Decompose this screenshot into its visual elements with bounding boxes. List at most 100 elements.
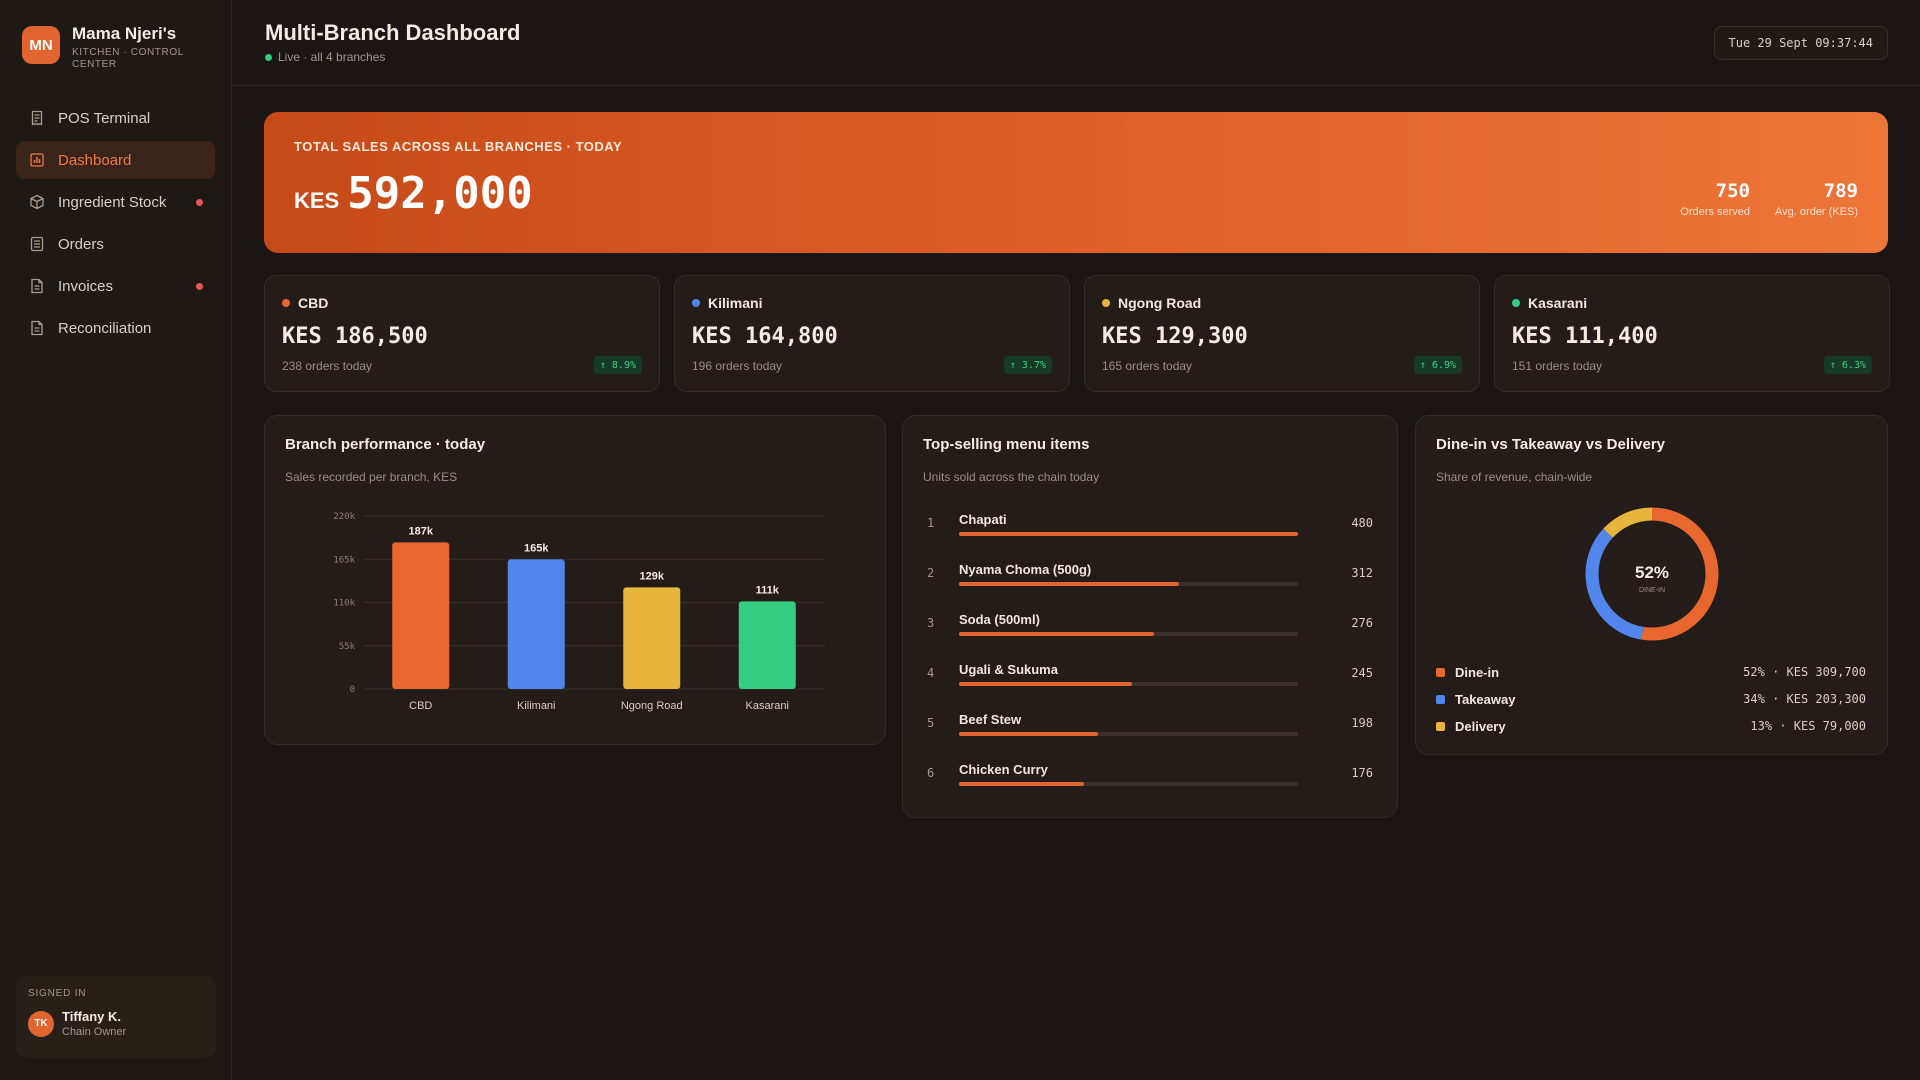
branch-trend-badge: ↑ 3.7%: [1003, 356, 1052, 374]
branch-card-kilimani[interactable]: Kilimani KES 164,800 196 orders today ↑ …: [674, 275, 1070, 392]
sidebar-item-label: POS Terminal: [58, 109, 151, 127]
avatar: TK: [28, 1010, 54, 1037]
bar-data-label: 165k: [524, 542, 549, 554]
panel-subtitle: Share of revenue, chain-wide: [1436, 470, 1593, 484]
item-progress-track: [959, 682, 1298, 686]
item-rank: 6: [927, 766, 935, 780]
x-tick-label: Ngong Road: [621, 700, 683, 712]
orders-served-stat: 750 Orders served: [1680, 180, 1750, 218]
branch-sales: KES 111,400: [1512, 324, 1658, 349]
sidebar-item-invoices[interactable]: Invoices: [16, 267, 215, 305]
panel-title: Dine-in vs Takeaway vs Delivery: [1436, 436, 1666, 453]
sidebar-nav: POS Terminal Dashboard Ingredient Stock …: [0, 99, 231, 347]
brand: MN Mama Njeri's KITCHEN · CONTROL CENTER: [0, 0, 231, 71]
document-icon: [28, 277, 46, 295]
sidebar-item-label: Ingredient Stock: [58, 193, 167, 211]
avg-order-stat: 789 Avg. order (KES): [1775, 180, 1858, 218]
branch-card-cbd[interactable]: CBD KES 186,500 238 orders today ↑ 8.9%: [264, 275, 660, 392]
branch-card-ngong-road[interactable]: Ngong Road KES 129,300 165 orders today …: [1084, 275, 1480, 392]
orders-served-value: 750: [1715, 180, 1750, 202]
brand-logo: MN: [22, 26, 60, 64]
page-title: Multi-Branch Dashboard: [265, 20, 521, 45]
total-sales-caption: TOTAL SALES ACROSS ALL BRANCHES · TODAY: [294, 139, 623, 154]
sidebar-item-reconciliation[interactable]: Reconciliation: [16, 309, 215, 347]
branch-name: Ngong Road: [1118, 295, 1202, 311]
panel-title: Top-selling menu items: [923, 436, 1090, 453]
item-progress-track: [959, 582, 1298, 586]
sidebar-item-dashboard[interactable]: Dashboard: [16, 141, 215, 179]
x-tick-label: Kilimani: [517, 700, 556, 712]
sidebar-item-label: Dashboard: [58, 151, 132, 169]
document-icon: [28, 319, 46, 337]
item-name: Chicken Curry: [959, 762, 1048, 777]
channel-donut-chart: 52% DINE-IN: [1585, 507, 1719, 641]
panel-title: Branch performance · today: [285, 436, 486, 453]
branch-sales: KES 164,800: [692, 324, 838, 349]
branch-performance-panel: Branch performance · today Sales recorde…: [264, 415, 886, 745]
item-rank: 3: [927, 616, 935, 630]
live-status-text: Live · all 4 branches: [278, 50, 386, 64]
item-rank: 1: [927, 516, 935, 530]
bar-data-label: 129k: [640, 570, 665, 582]
panel-subtitle: Units sold across the chain today: [923, 470, 1100, 484]
y-tick-label: 110k: [333, 599, 355, 609]
donut-center-value: 52%: [1635, 563, 1669, 582]
sidebar-item-label: Orders: [58, 235, 104, 253]
legend-row-dine-in: Dine-in 52% · KES 309,700: [1436, 662, 1866, 682]
legend-name: Dine-in: [1455, 664, 1500, 680]
item-name: Beef Stew: [959, 712, 1022, 727]
bar: [392, 542, 450, 689]
item-progress-track: [959, 532, 1298, 536]
datetime-badge: Tue 29 Sept 09:37:44: [1713, 26, 1888, 60]
live-dot-icon: [265, 53, 272, 61]
panel-subtitle: Sales recorded per branch, KES: [285, 470, 458, 484]
y-tick-label: 220k: [333, 512, 355, 522]
branch-orders: 238 orders today: [282, 359, 373, 373]
item-name: Nyama Choma (500g): [959, 562, 1092, 577]
alert-dot: [196, 198, 203, 206]
legend-name: Takeaway: [1455, 691, 1516, 707]
branch-name: CBD: [298, 295, 329, 311]
box-icon: [28, 193, 46, 211]
legend-swatch: [1436, 667, 1445, 677]
bar-data-label: 111k: [756, 584, 780, 596]
user-name: Tiffany K.: [62, 1009, 121, 1024]
live-status: Live · all 4 branches: [265, 50, 385, 64]
sidebar-item-pos-terminal[interactable]: POS Terminal: [16, 99, 215, 137]
branch-sales: KES 129,300: [1102, 324, 1248, 349]
item-progress-track: [959, 782, 1298, 786]
user-role: Chain Owner: [62, 1026, 127, 1038]
currency-label: KES: [294, 188, 340, 213]
branch-orders: 165 orders today: [1102, 359, 1193, 373]
branch-trend-badge: ↑ 6.3%: [1823, 356, 1872, 374]
alert-dot: [196, 282, 203, 290]
signed-in-card[interactable]: SIGNED IN TK Tiffany K. Chain Owner: [16, 976, 216, 1058]
bar: [738, 601, 796, 689]
item-name: Chapati: [959, 512, 1007, 527]
branch-card-kasarani[interactable]: Kasarani KES 111,400 151 orders today ↑ …: [1494, 275, 1890, 392]
sidebar-item-ingredient-stock[interactable]: Ingredient Stock: [16, 183, 215, 221]
y-tick-label: 55k: [339, 642, 356, 652]
bar: [623, 587, 681, 689]
total-sales-banner: TOTAL SALES ACROSS ALL BRANCHES · TODAY …: [264, 112, 1888, 253]
item-units: 480: [1351, 516, 1373, 530]
list-icon: [28, 235, 46, 253]
item-progress-fill: [959, 582, 1180, 586]
branch-orders: 151 orders today: [1512, 359, 1603, 373]
item-units: 276: [1351, 616, 1373, 630]
item-name: Soda (500ml): [959, 612, 1040, 627]
channel-split-panel: Dine-in vs Takeaway vs Delivery Share of…: [1415, 415, 1888, 755]
sidebar-item-orders[interactable]: Orders: [16, 225, 215, 263]
brand-name: Mama Njeri's: [72, 24, 177, 43]
sidebar: MN Mama Njeri's KITCHEN · CONTROL CENTER…: [0, 0, 232, 1080]
item-units: 176: [1351, 766, 1373, 780]
item-progress-track: [959, 732, 1298, 736]
donut-slice-takeaway: [1585, 507, 1719, 641]
x-tick-label: CBD: [409, 700, 432, 712]
branch-trend-badge: ↑ 6.9%: [1413, 356, 1462, 374]
branch-color-dot: [692, 299, 700, 307]
signed-in-caption: SIGNED IN: [28, 988, 87, 999]
receipt-icon: [28, 109, 46, 127]
item-name: Ugali & Sukuma: [959, 662, 1058, 677]
branch-name: Kilimani: [708, 295, 763, 311]
